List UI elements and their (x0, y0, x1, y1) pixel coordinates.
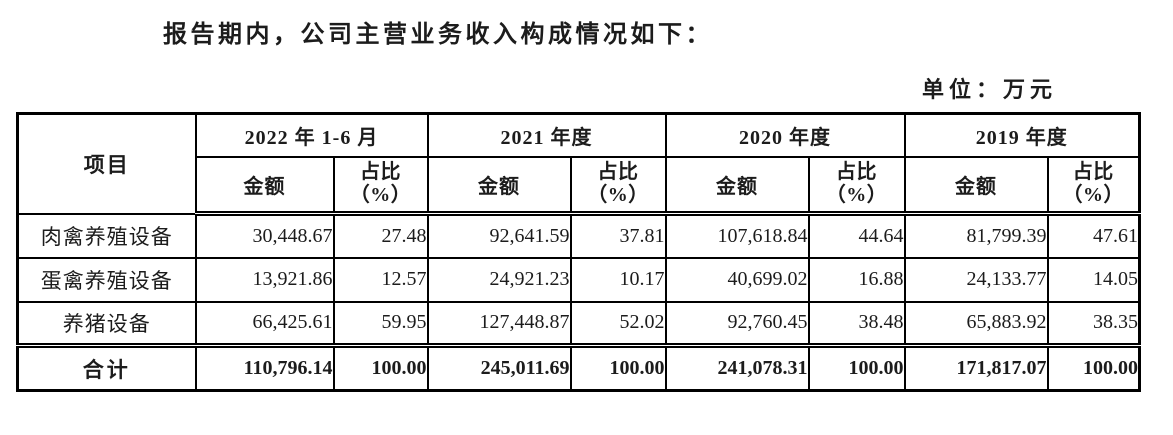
ratio-cell: 47.61 (1046, 212, 1141, 259)
ratio-cell: 59.95 (332, 300, 429, 347)
amount-cell: 30,448.67 (194, 212, 335, 259)
amount-cell: 92,760.45 (664, 300, 810, 347)
revenue-composition-table: 项目 2022 年 1-6 月 2021 年度 2020 年度 2019 年度 … (16, 112, 1142, 392)
col-header-period-2021: 2021 年度 (426, 112, 667, 158)
ratio-cell: 100.00 (569, 343, 667, 392)
item-cell: 养猪设备 (16, 300, 197, 347)
amount-cell: 110,796.14 (194, 343, 335, 392)
amount-cell: 127,448.87 (426, 300, 572, 347)
ratio-cell: 12.57 (332, 256, 429, 303)
ratio-cell: 10.17 (569, 256, 667, 303)
col-header-amount-2020: 金额 (664, 155, 810, 216)
table-row-poultry-egg: 蛋禽养殖设备 13,921.86 12.57 24,921.23 10.17 4… (16, 256, 1141, 303)
table-row-pig: 养猪设备 66,425.61 59.95 127,448.87 52.02 92… (16, 300, 1141, 347)
amount-cell: 171,817.07 (903, 343, 1049, 392)
col-header-period-2022: 2022 年 1-6 月 (194, 112, 429, 158)
col-header-amount-2019: 金额 (903, 155, 1049, 216)
ratio-cell: 52.02 (569, 300, 667, 347)
ratio-cell: 100.00 (332, 343, 429, 392)
ratio-cell: 27.48 (332, 212, 429, 259)
col-header-amount-2022: 金额 (194, 155, 335, 216)
amount-cell: 13,921.86 (194, 256, 335, 303)
total-label-cell: 合计 (16, 343, 197, 392)
amount-cell: 66,425.61 (194, 300, 335, 347)
unit-label: 单位：万元 (922, 77, 1058, 102)
ratio-cell: 37.81 (569, 212, 667, 259)
ratio-cell: 38.35 (1046, 300, 1141, 347)
intro-text: 报告期内，公司主营业务收入构成情况如下： (163, 22, 713, 48)
amount-cell: 107,618.84 (664, 212, 810, 259)
header-row-periods: 项目 2022 年 1-6 月 2021 年度 2020 年度 2019 年度 (16, 112, 1141, 215)
amount-cell: 245,011.69 (426, 343, 572, 392)
amount-cell: 24,921.23 (426, 256, 572, 303)
col-header-ratio-2020: 占比 （%） (807, 155, 906, 216)
col-header-ratio-2022: 占比 （%） (332, 155, 429, 216)
item-cell: 蛋禽养殖设备 (16, 256, 197, 303)
col-header-item: 项目 (16, 112, 197, 215)
ratio-cell: 16.88 (807, 256, 906, 303)
col-header-period-2020: 2020 年度 (664, 112, 906, 158)
header-row-measures: 金额 占比 （%） 金额 占比 （%） 金额 占比 （%） 金额 占比 （%） (18, 155, 1141, 216)
amount-cell: 40,699.02 (664, 256, 810, 303)
amount-cell: 241,078.31 (664, 343, 810, 392)
ratio-cell: 38.48 (807, 300, 906, 347)
col-header-ratio-2021: 占比 （%） (569, 155, 667, 216)
item-cell: 肉禽养殖设备 (16, 212, 197, 259)
ratio-cell: 100.00 (807, 343, 906, 392)
amount-cell: 24,133.77 (903, 256, 1049, 303)
col-header-period-2019: 2019 年度 (903, 112, 1141, 158)
ratio-cell: 100.00 (1046, 343, 1141, 392)
ratio-cell: 44.64 (807, 212, 906, 259)
amount-cell: 92,641.59 (426, 212, 572, 259)
amount-cell: 65,883.92 (903, 300, 1049, 347)
table-row-poultry-meat: 肉禽养殖设备 30,448.67 27.48 92,641.59 37.81 1… (16, 212, 1141, 259)
amount-cell: 81,799.39 (903, 212, 1049, 259)
table-row-total: 合计 110,796.14 100.00 245,011.69 100.00 2… (16, 343, 1141, 392)
col-header-ratio-2019: 占比 （%） (1046, 155, 1141, 216)
col-header-amount-2021: 金额 (426, 155, 572, 216)
ratio-cell: 14.05 (1046, 256, 1141, 303)
